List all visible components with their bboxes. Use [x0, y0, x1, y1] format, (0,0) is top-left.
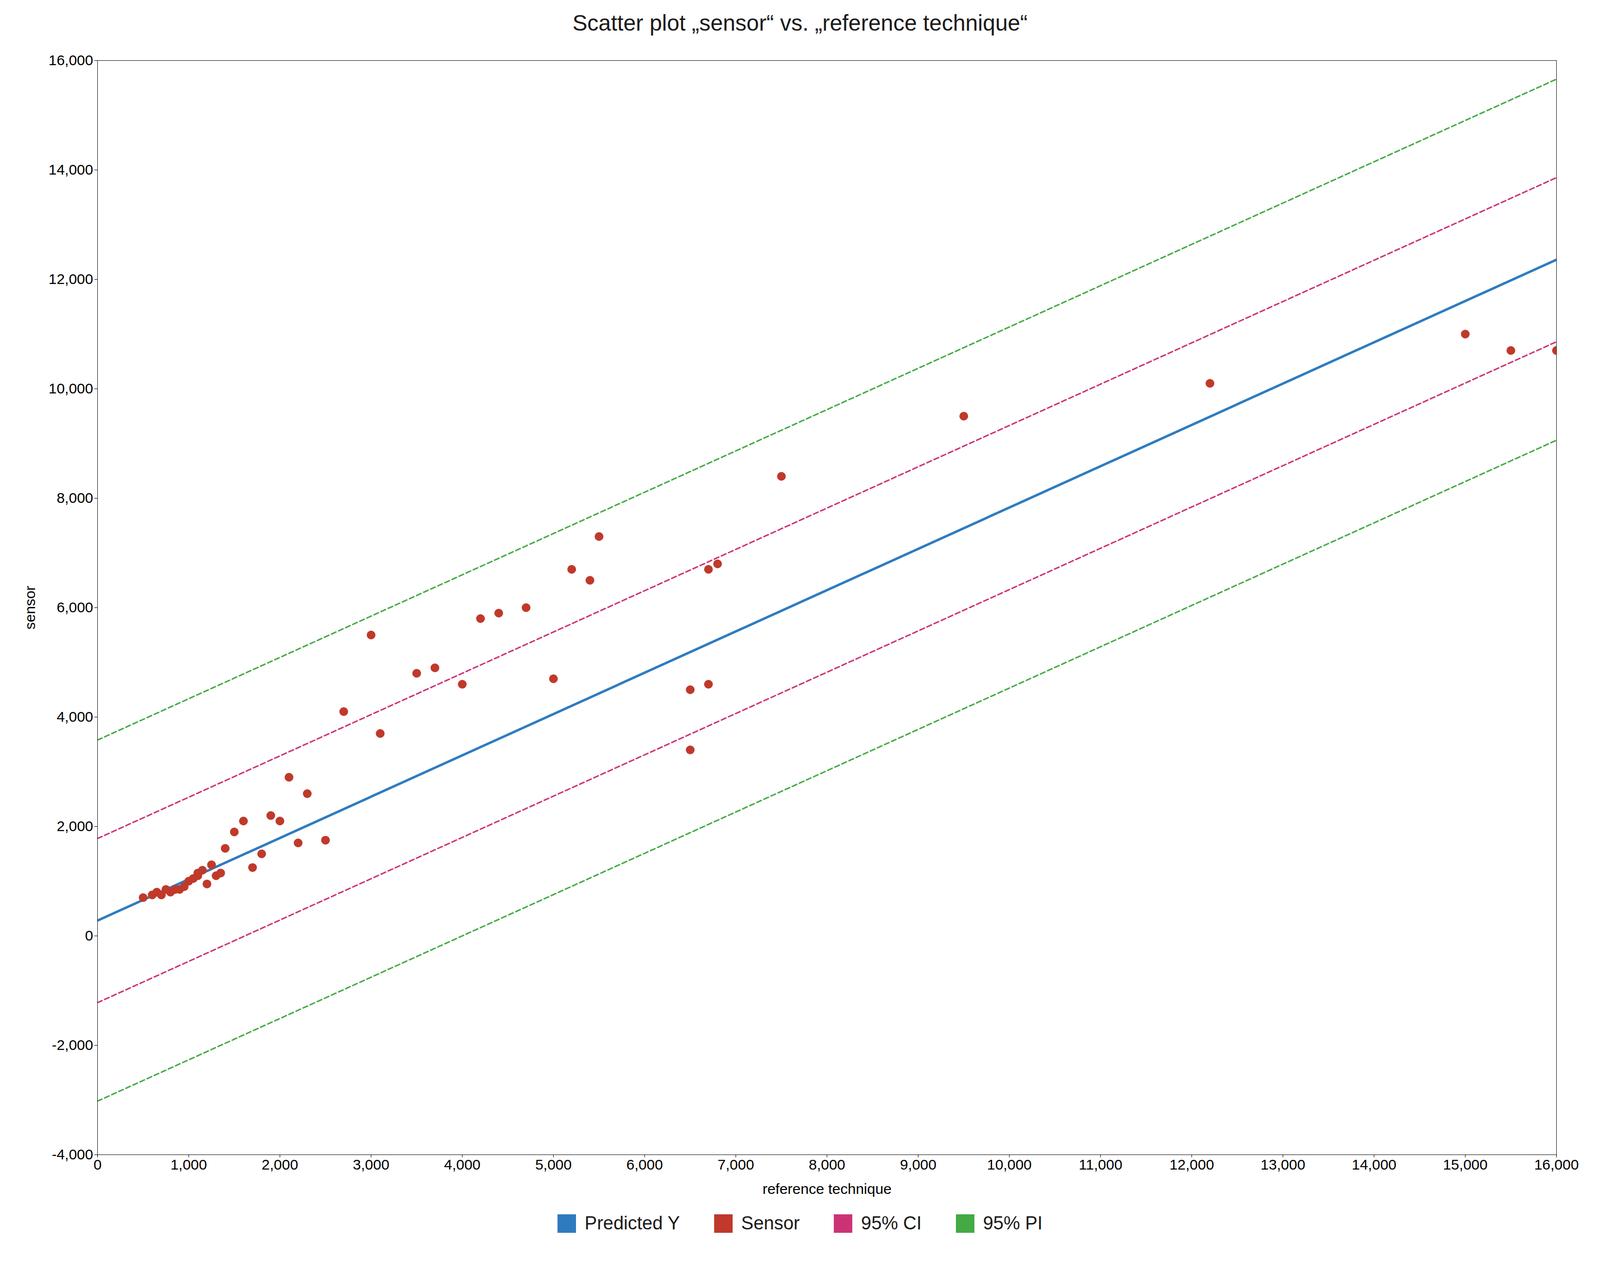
svg-text:14,000: 14,000 — [48, 161, 94, 178]
html-text:95% PI: 95% PI — [982, 1213, 1043, 1234]
svg-text:13,000: 13,000 — [1260, 1156, 1306, 1173]
svg-text:16,000: 16,000 — [1534, 1156, 1580, 1173]
svg-text:15,000: 15,000 — [1442, 1156, 1488, 1173]
svg-text:2,000: 2,000 — [56, 818, 93, 835]
svg-text:11,000: 11,000 — [1078, 1156, 1123, 1173]
svg-text:14,000: 14,000 — [1351, 1156, 1397, 1173]
svg-text:12,000: 12,000 — [48, 270, 94, 288]
svg-text:reference technique: reference technique — [762, 1181, 892, 1198]
svg-text:0: 0 — [85, 927, 94, 944]
svg-text:-4,000: -4,000 — [51, 1146, 93, 1163]
svg-text:-2,000: -2,000 — [51, 1037, 93, 1054]
svg-text:4,000: 4,000 — [56, 708, 93, 725]
svg-text:6,000: 6,000 — [56, 599, 93, 616]
svg-text:10,000: 10,000 — [48, 380, 94, 397]
svg-text:4,000: 4,000 — [444, 1156, 481, 1173]
svg-text:3,000: 3,000 — [352, 1156, 390, 1173]
svg-text:6,000: 6,000 — [626, 1156, 664, 1173]
svg-text:12,000: 12,000 — [1169, 1156, 1215, 1173]
svg-text:16,000: 16,000 — [48, 52, 94, 69]
html-text:Scatter plot „sensor“ vs. „ref: Scatter plot „sensor“ vs. „reference tec… — [572, 10, 1028, 36]
html-text:Sensor: Sensor — [741, 1213, 800, 1234]
html-text:95% CI: 95% CI — [861, 1213, 922, 1234]
svg-text:10,000: 10,000 — [987, 1156, 1032, 1173]
html-text:Predicted Y: Predicted Y — [584, 1213, 680, 1234]
svg-text:8,000: 8,000 — [56, 489, 93, 506]
svg-text:sensor: sensor — [21, 585, 38, 630]
svg-text:8,000: 8,000 — [808, 1156, 845, 1173]
svg-text:0: 0 — [93, 1156, 102, 1173]
svg-text:7,000: 7,000 — [717, 1156, 755, 1173]
svg-text:5,000: 5,000 — [535, 1156, 572, 1173]
svg-text:2,000: 2,000 — [261, 1156, 299, 1173]
svg-text:9,000: 9,000 — [899, 1156, 937, 1173]
svg-text:1,000: 1,000 — [170, 1156, 207, 1173]
